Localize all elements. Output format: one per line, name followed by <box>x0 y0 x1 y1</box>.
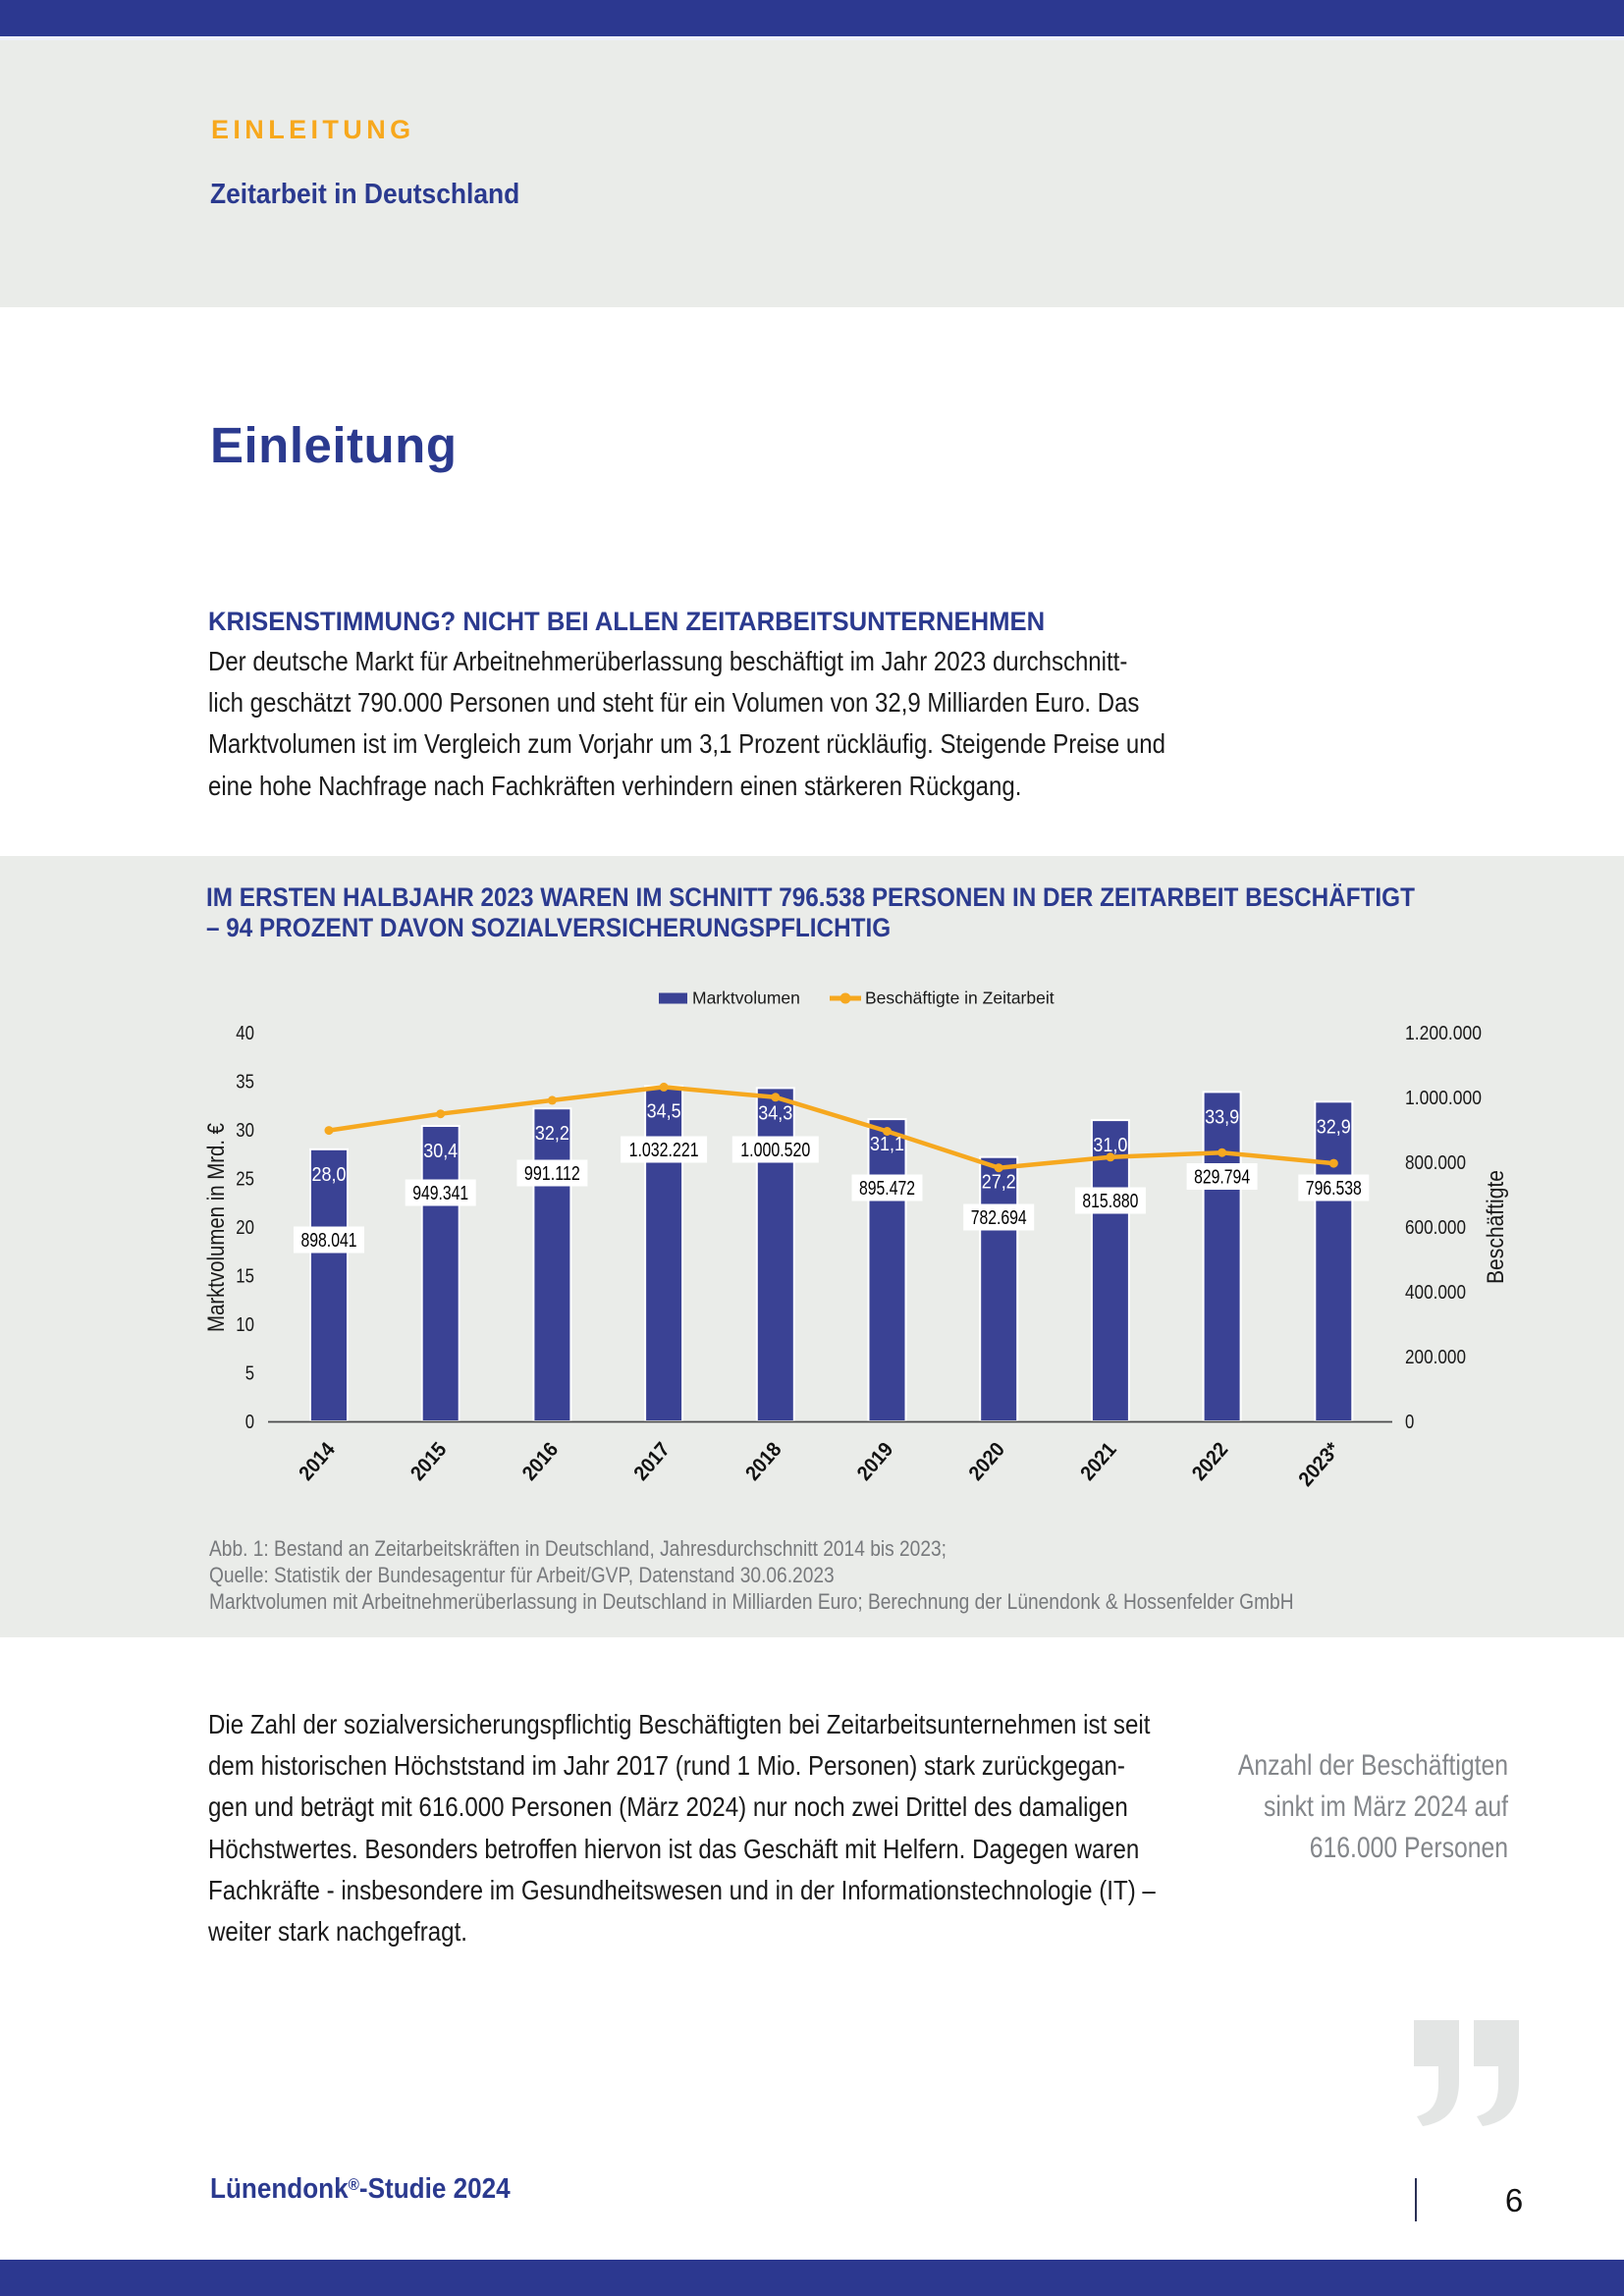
svg-text:1.200.000: 1.200.000 <box>1405 1022 1482 1044</box>
svg-text:200.000: 200.000 <box>1405 1346 1466 1368</box>
svg-text:2018: 2018 <box>741 1438 786 1485</box>
svg-text:2014: 2014 <box>295 1438 340 1485</box>
svg-text:30: 30 <box>236 1119 254 1142</box>
svg-text:949.341: 949.341 <box>412 1182 468 1204</box>
svg-text:40: 40 <box>236 1022 254 1044</box>
svg-text:0: 0 <box>1405 1411 1414 1433</box>
svg-text:1.032.221: 1.032.221 <box>629 1139 699 1161</box>
svg-text:2022: 2022 <box>1188 1438 1233 1485</box>
svg-text:400.000: 400.000 <box>1405 1281 1466 1304</box>
svg-text:2020: 2020 <box>964 1438 1009 1485</box>
svg-text:25: 25 <box>236 1168 254 1191</box>
svg-text:898.041: 898.041 <box>301 1229 357 1252</box>
svg-text:Marktvolumen in Mrd. €: Marktvolumen in Mrd. € <box>203 1122 230 1332</box>
svg-text:34,5: 34,5 <box>647 1100 681 1123</box>
svg-text:2015: 2015 <box>406 1438 452 1485</box>
svg-text:32,9: 32,9 <box>1317 1115 1351 1138</box>
svg-text:2021: 2021 <box>1076 1438 1121 1485</box>
svg-text:600.000: 600.000 <box>1405 1216 1466 1239</box>
svg-text:815.880: 815.880 <box>1082 1190 1138 1212</box>
svg-text:782.694: 782.694 <box>971 1206 1027 1229</box>
svg-text:2017: 2017 <box>629 1438 675 1485</box>
svg-text:30,4: 30,4 <box>423 1140 458 1162</box>
svg-text:32,2: 32,2 <box>535 1122 569 1145</box>
svg-text:15: 15 <box>236 1265 254 1288</box>
svg-text:0: 0 <box>245 1411 254 1433</box>
svg-text:20: 20 <box>236 1216 254 1239</box>
svg-text:5: 5 <box>245 1362 254 1385</box>
svg-text:Beschäftigte in Zeitarbeit: Beschäftigte in Zeitarbeit <box>865 988 1055 1008</box>
svg-text:2023*: 2023* <box>1294 1438 1344 1491</box>
svg-text:800.000: 800.000 <box>1405 1151 1466 1174</box>
svg-text:1.000.000: 1.000.000 <box>1405 1087 1482 1109</box>
svg-text:31,1: 31,1 <box>870 1133 904 1155</box>
svg-text:895.472: 895.472 <box>859 1177 915 1200</box>
svg-text:27,2: 27,2 <box>982 1171 1016 1194</box>
svg-text:Beschäftigte: Beschäftigte <box>1483 1170 1509 1284</box>
svg-text:10: 10 <box>236 1313 254 1336</box>
svg-text:796.538: 796.538 <box>1306 1177 1362 1200</box>
svg-text:34,3: 34,3 <box>758 1101 792 1124</box>
svg-text:Marktvolumen: Marktvolumen <box>692 988 800 1008</box>
svg-text:33,9: 33,9 <box>1205 1105 1239 1128</box>
svg-text:1.000.520: 1.000.520 <box>740 1139 810 1161</box>
svg-text:2016: 2016 <box>518 1438 564 1485</box>
svg-text:991.112: 991.112 <box>524 1162 580 1185</box>
svg-text:35: 35 <box>236 1071 254 1094</box>
svg-text:2019: 2019 <box>853 1438 898 1485</box>
svg-text:829.794: 829.794 <box>1194 1166 1250 1189</box>
svg-text:31,0: 31,0 <box>1093 1134 1127 1156</box>
svg-text:28,0: 28,0 <box>312 1163 347 1186</box>
